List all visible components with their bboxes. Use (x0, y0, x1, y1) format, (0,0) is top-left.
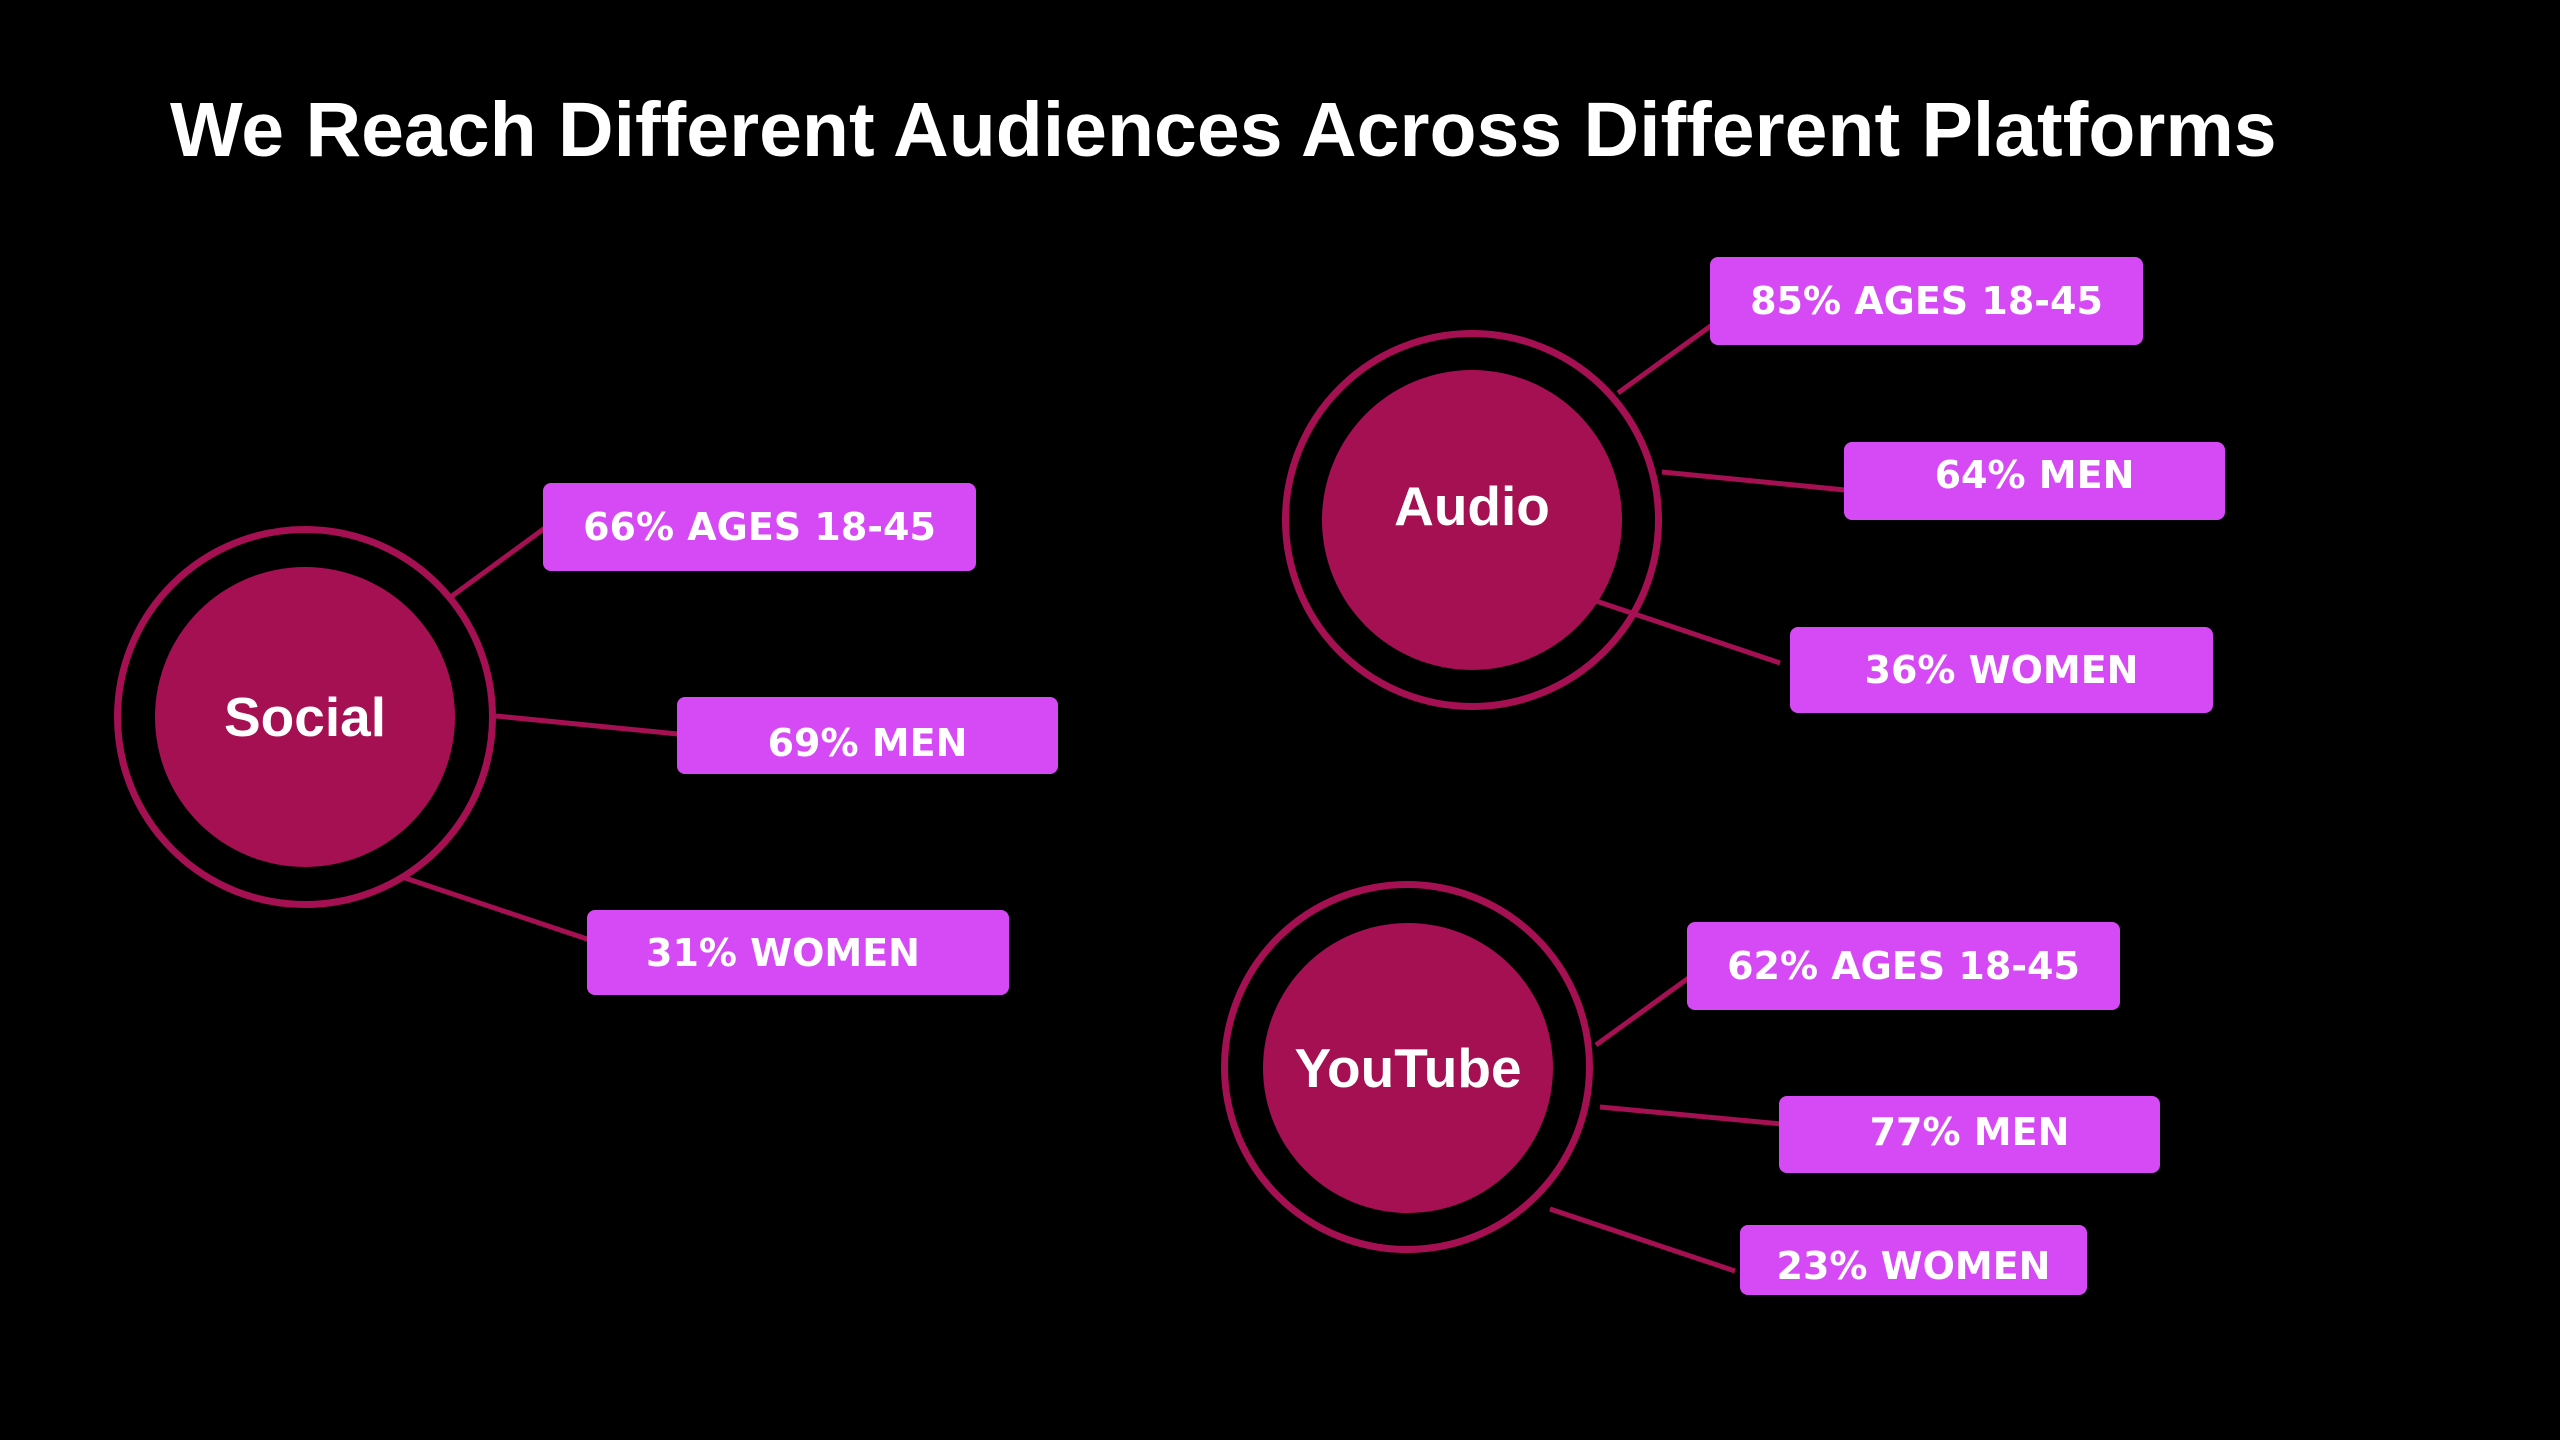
connector-social-age (450, 525, 547, 599)
youtube-men-tag: 77% MEN (1779, 1096, 2160, 1173)
connector-youtube-age (1594, 974, 1692, 1048)
social-men-tag: 69% MEN (677, 697, 1058, 774)
audio-men-tag: 64% MEN (1844, 442, 2225, 520)
audio-age-tag: 85% AGES 18-45 (1710, 257, 2143, 345)
connector-social-men (495, 713, 679, 737)
connector-social-women (404, 875, 591, 943)
social-label: Social (223, 686, 387, 748)
connector-audio-age (1616, 322, 1714, 396)
connector-audio-men (1661, 469, 1846, 493)
audio-node: Audio (1282, 330, 1662, 710)
social-age-tag: 66% AGES 18-45 (543, 483, 976, 571)
youtube-node: YouTube (1221, 881, 1593, 1253)
audio-node-core: Audio (1322, 370, 1622, 670)
connector-youtube-women (1549, 1206, 1736, 1274)
youtube-label: YouTube (1294, 1037, 1522, 1099)
connector-youtube-men (1599, 1104, 1783, 1127)
social-node: Social (114, 526, 496, 908)
audio-women-tag: 36% WOMEN (1790, 627, 2213, 713)
youtube-age-tag: 62% AGES 18-45 (1687, 922, 2120, 1010)
page-title: We Reach Different Audiences Across Diff… (170, 87, 2277, 173)
social-node-core: Social (155, 567, 455, 867)
youtube-women-tag: 23% WOMEN (1740, 1225, 2087, 1295)
youtube-node-core: YouTube (1263, 923, 1553, 1213)
social-women-tag: 31% WOMEN (587, 910, 1009, 995)
audio-label: Audio (1394, 475, 1550, 537)
